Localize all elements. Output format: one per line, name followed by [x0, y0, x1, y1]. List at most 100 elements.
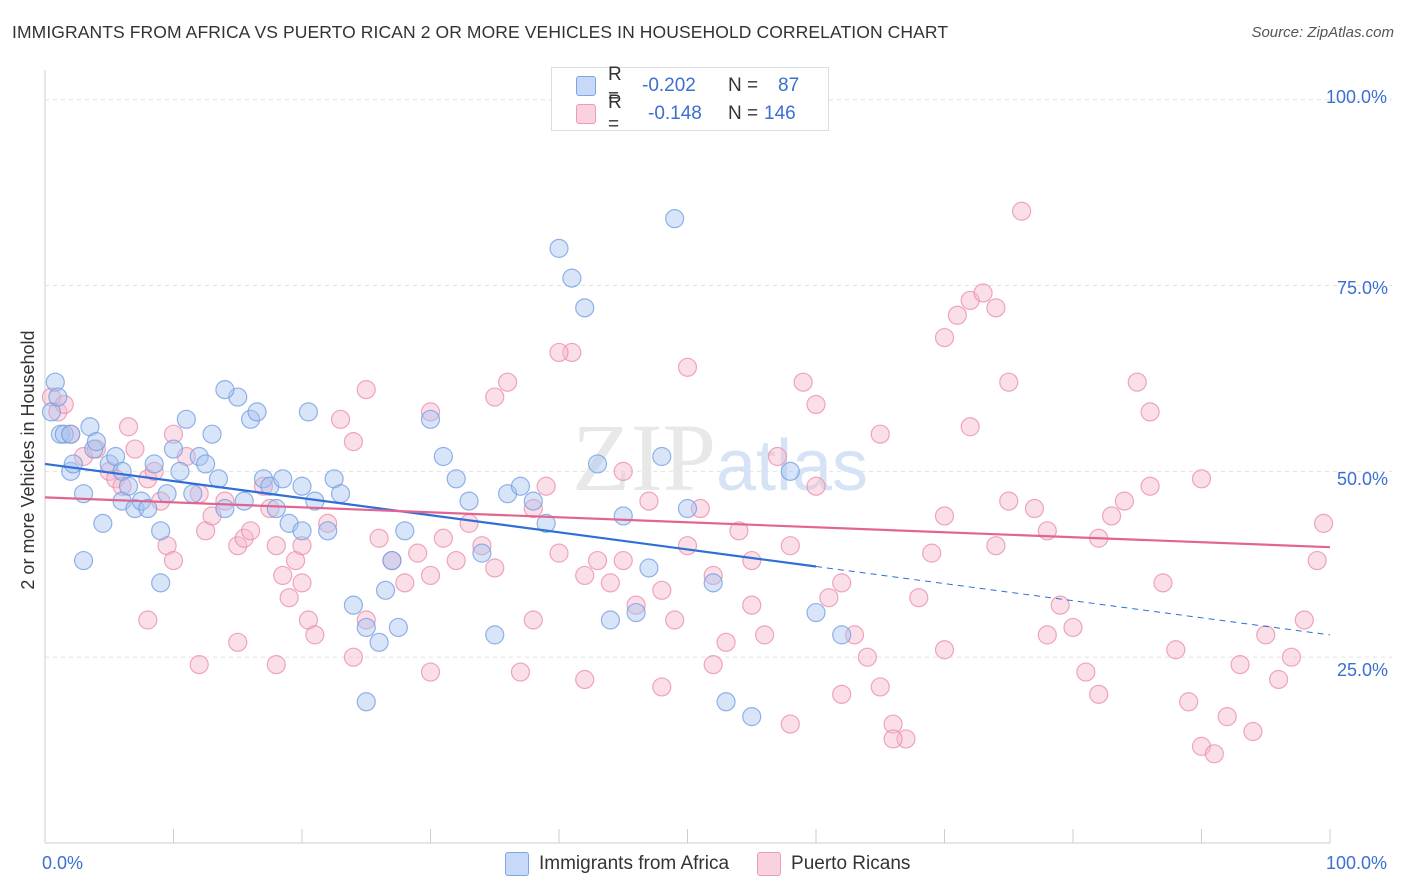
data-point — [157, 484, 177, 504]
data-point — [1063, 617, 1083, 638]
data-point — [163, 439, 184, 459]
data-point — [48, 387, 68, 407]
data-point — [780, 461, 800, 481]
data-point — [806, 476, 826, 496]
data-point — [395, 573, 415, 593]
data-point — [1294, 610, 1314, 630]
data-point — [163, 550, 184, 571]
data-point — [266, 536, 286, 556]
data-point — [819, 588, 839, 608]
chart-source: Source: ZipAtlas.com — [1251, 24, 1394, 41]
data-point — [549, 342, 569, 363]
data-point — [318, 521, 338, 541]
data-point — [1217, 707, 1237, 727]
data-point — [369, 632, 389, 652]
data-point — [1089, 684, 1109, 704]
data-point — [472, 536, 492, 556]
data-point — [395, 521, 415, 541]
stats-legend: R = -0.202 N = 87 R = -0.148 N = 146 — [551, 64, 829, 135]
data-point — [234, 528, 254, 548]
data-point — [1024, 498, 1045, 519]
data-point — [562, 268, 582, 288]
trend-line-puerto-rican — [44, 496, 1331, 549]
data-point — [356, 692, 376, 712]
data-point — [986, 298, 1006, 318]
data-point — [716, 692, 736, 712]
data-point — [330, 484, 351, 504]
data-point — [1037, 625, 1057, 645]
legend-item-africa[interactable]: Immigrants from Africa — [505, 852, 729, 876]
data-point — [523, 498, 543, 519]
data-point — [729, 521, 749, 541]
data-point — [1153, 573, 1173, 593]
data-point — [73, 550, 94, 571]
data-point — [86, 432, 107, 452]
data-point — [587, 550, 608, 571]
data-point — [883, 729, 903, 749]
data-point — [510, 662, 531, 682]
data-point — [575, 298, 595, 318]
data-point — [677, 498, 698, 519]
data-point — [112, 476, 132, 496]
data-point — [716, 632, 736, 652]
x-tick-max: 100.0% — [1326, 853, 1388, 873]
data-point — [318, 513, 338, 533]
data-point — [549, 238, 569, 258]
data-point — [742, 595, 762, 615]
stats-r-value: -0.202 — [642, 75, 696, 96]
data-point — [382, 550, 402, 571]
data-point — [375, 580, 396, 600]
data-point — [1101, 506, 1122, 526]
data-point — [1307, 550, 1327, 571]
data-point — [613, 550, 633, 571]
data-point — [600, 573, 621, 593]
data-point — [999, 372, 1019, 392]
data-point — [266, 498, 286, 519]
data-point — [870, 424, 890, 444]
data-point — [253, 476, 274, 496]
data-point — [909, 588, 929, 608]
data-point — [626, 595, 646, 615]
data-point — [215, 380, 235, 400]
data-point — [61, 424, 81, 444]
stats-r-label: R = — [608, 92, 622, 135]
data-point — [253, 469, 274, 489]
data-point — [170, 461, 190, 481]
data-point — [1140, 402, 1160, 422]
watermark: ZIPatlas — [572, 404, 868, 511]
data-point — [806, 602, 826, 623]
data-point — [241, 409, 261, 429]
data-point — [292, 521, 312, 541]
data-point — [369, 528, 389, 548]
y-axis-label: 2 or more Vehicles in Household — [18, 330, 38, 590]
data-point — [677, 536, 698, 556]
data-point — [356, 617, 376, 638]
trend-line-africa-extension — [815, 566, 1331, 636]
data-point — [446, 469, 466, 489]
data-point — [273, 469, 293, 489]
data-point — [433, 446, 453, 467]
data-point — [575, 565, 595, 586]
data-point — [934, 506, 955, 526]
data-point — [1011, 201, 1032, 221]
stats-n-label: N = — [728, 103, 759, 124]
data-point — [196, 454, 216, 474]
data-point — [960, 417, 980, 437]
data-point — [279, 588, 299, 608]
data-point — [1127, 372, 1147, 392]
data-point — [1179, 692, 1199, 712]
data-point — [292, 536, 312, 556]
data-point — [241, 521, 261, 541]
data-point — [459, 513, 479, 533]
data-point — [118, 476, 139, 496]
data-point — [485, 387, 505, 407]
data-point — [999, 491, 1019, 511]
data-point — [343, 432, 363, 452]
data-point — [260, 498, 280, 519]
data-point — [93, 513, 113, 533]
data-point — [84, 439, 104, 459]
data-point — [1140, 476, 1160, 496]
data-point — [780, 714, 800, 734]
legend-item-puerto-rican[interactable]: Puerto Ricans — [757, 852, 910, 876]
data-point — [472, 543, 492, 563]
